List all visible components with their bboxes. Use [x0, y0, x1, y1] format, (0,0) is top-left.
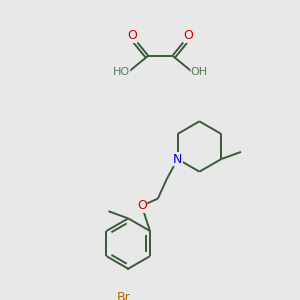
Text: N: N — [173, 153, 182, 166]
Text: O: O — [127, 29, 137, 43]
Text: OH: OH — [191, 67, 208, 77]
Text: O: O — [137, 199, 147, 212]
Text: O: O — [184, 29, 194, 43]
Text: HO: HO — [113, 67, 130, 77]
Text: Br: Br — [117, 291, 130, 300]
